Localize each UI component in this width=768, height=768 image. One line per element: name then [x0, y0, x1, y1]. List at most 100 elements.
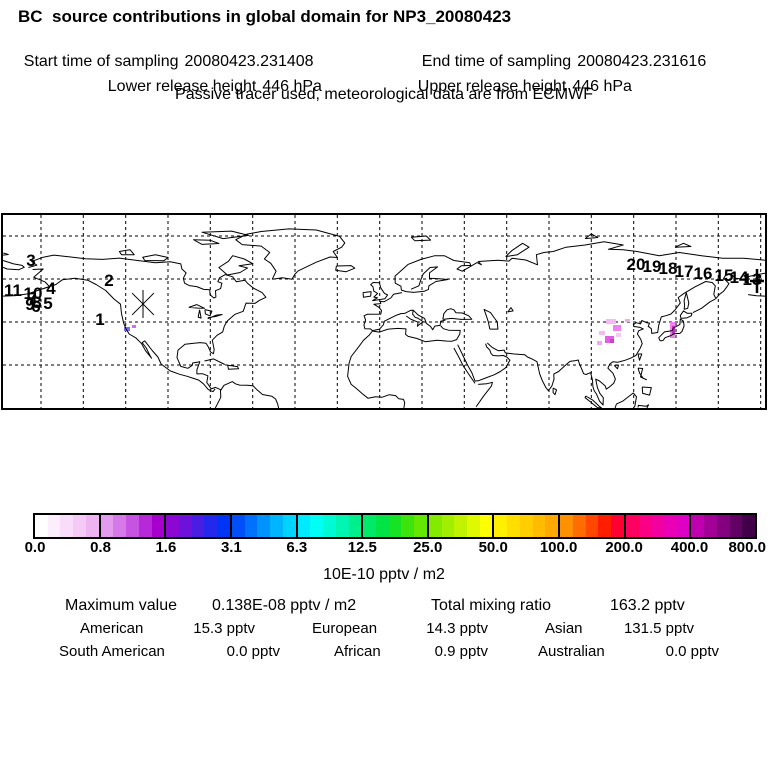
- colorbar-cell: [73, 515, 86, 537]
- colorbar-segment-6: [426, 515, 493, 537]
- figure-title: BC source contributions in global domain…: [18, 7, 512, 26]
- colorbar-cell: [310, 515, 324, 537]
- trajectory-marker-1: 1: [95, 310, 104, 329]
- end-time-label: End time of sampling: [421, 53, 572, 70]
- lower-release-height: Lower release height 446 hPa: [90, 60, 322, 114]
- colorbar-cell: [335, 515, 349, 537]
- colorbar-cell: [585, 515, 599, 537]
- colorbar-tick-1.6: 1.6: [155, 539, 177, 556]
- tracer-patch: [672, 326, 675, 334]
- colorbar: [33, 513, 757, 539]
- colorbar-cell: [428, 515, 442, 537]
- colorbar-tick-6.3: 6.3: [286, 539, 308, 556]
- colorbar-cell: [676, 515, 690, 537]
- trajectory-marker-10: 10: [24, 284, 43, 303]
- colorbar-cell: [217, 515, 230, 537]
- colorbar-cell: [282, 515, 296, 537]
- colorbar-cell: [729, 515, 743, 537]
- colorbar-tick-0.0: 0.0: [24, 539, 46, 556]
- colorbar-cell: [323, 515, 336, 537]
- colorbar-tick-100.0: 100.0: [539, 539, 578, 556]
- tracer-patch: [616, 333, 621, 337]
- colorbar-tick-0.8: 0.8: [90, 539, 111, 556]
- colorbar-segment-7: [492, 515, 559, 537]
- colorbar-tick-3.1: 3.1: [220, 539, 242, 556]
- colorbar-segment-3: [229, 515, 296, 537]
- colorbar-segment-9: [623, 515, 690, 537]
- region-australian-label: Australian: [538, 643, 605, 660]
- colorbar-cell: [191, 515, 205, 537]
- total-mixing-ratio-value: 163.2 pptv: [610, 597, 685, 614]
- meteo-note: Passive tracer used, meteorological data…: [175, 86, 593, 103]
- colorbar-cell: [611, 515, 624, 537]
- colorbar-cell: [691, 515, 705, 537]
- trajectory-marker-4: 4: [46, 279, 56, 298]
- start-time-label: Start time of sampling: [23, 53, 179, 70]
- trajectory-marker-5: 5: [43, 294, 52, 313]
- colorbar-cell: [85, 515, 99, 537]
- lower-release-label: Lower release height: [107, 78, 257, 95]
- tracer-patch: [610, 339, 614, 343]
- start-time-value: 20080423.231408: [184, 53, 314, 70]
- colorbar-cell: [479, 515, 493, 537]
- colorbar-segment-5: [361, 515, 427, 537]
- tracer-patch: [625, 319, 630, 322]
- colorbar-cell: [598, 515, 612, 537]
- colorbar-cell: [401, 515, 415, 537]
- colorbar-cell: [166, 515, 180, 537]
- colorbar-cell: [519, 515, 533, 537]
- colorbar-segment-2: [164, 515, 230, 537]
- colorbar-cell: [441, 515, 455, 537]
- colorbar-segment-4: [295, 515, 362, 537]
- colorbar-cell: [494, 515, 508, 537]
- colorbar-cell: [231, 515, 245, 537]
- region-american-value: 15.3 pptv: [193, 620, 255, 637]
- colorbar-cell: [663, 515, 677, 537]
- colorbar-cell: [651, 515, 664, 537]
- trajectory-marker-9: 9: [25, 295, 34, 314]
- region-asian-label: Asian: [545, 620, 583, 637]
- tracer-patches: [124, 319, 675, 345]
- upper-release-label: Upper release height: [417, 78, 567, 95]
- tracer-patch: [124, 327, 130, 331]
- region-african-value: 0.9 pptv: [434, 643, 488, 660]
- colorbar-unit-label: 10E-10 pptv / m2: [323, 566, 445, 583]
- colorbar-cell: [35, 515, 48, 537]
- colorbar-cell: [716, 515, 730, 537]
- colorbar-cell: [545, 515, 559, 537]
- colorbar-cell: [742, 515, 756, 537]
- colorbar-segment-1: [98, 515, 165, 537]
- cross-marker: [750, 269, 764, 293]
- trajectory-marker-19: 19: [643, 257, 662, 276]
- trajectory-marker-2: 2: [104, 271, 113, 290]
- lower-release-value: 446 hPa: [262, 78, 322, 95]
- trajectory-marker-15: 15: [715, 266, 734, 285]
- colorbar-cell: [100, 515, 114, 537]
- colorbar-cell: [388, 515, 402, 537]
- colorbar-cell: [560, 515, 573, 537]
- colorbar-cell: [467, 515, 480, 537]
- trajectory-marker-8: 8: [32, 293, 41, 312]
- region-african-label: African: [334, 643, 381, 660]
- start-time: Start time of sampling 20080423.231408: [6, 35, 314, 89]
- tracer-patch: [599, 331, 605, 335]
- colorbar-tick-800.0: 800.0: [728, 539, 766, 556]
- colorbar-cell: [375, 515, 389, 537]
- world-map: 1 2 3 4 5 6 7 8 9 10 11 13 14 15 16 17 18 19 20: [1, 213, 767, 410]
- colorbar-cell: [638, 515, 652, 537]
- maximum-value: 0.138E-08 pptv / m2: [212, 597, 357, 614]
- colorbar-segment-8: [558, 515, 624, 537]
- colorbar-cell: [204, 515, 218, 537]
- trajectory-marker-18: 18: [659, 259, 678, 278]
- colorbar-tick-400.0: 400.0: [670, 539, 709, 556]
- colorbar-segment-0: [35, 515, 99, 537]
- colorbar-segment-10: [689, 515, 756, 537]
- colorbar-cell: [270, 515, 283, 537]
- colorbar-cell: [138, 515, 152, 537]
- colorbar-cell: [297, 515, 311, 537]
- end-time: End time of sampling 20080423.231616: [404, 35, 706, 89]
- tracer-patch: [132, 325, 136, 328]
- region-south-american-value: 0.0 pptv: [226, 643, 280, 660]
